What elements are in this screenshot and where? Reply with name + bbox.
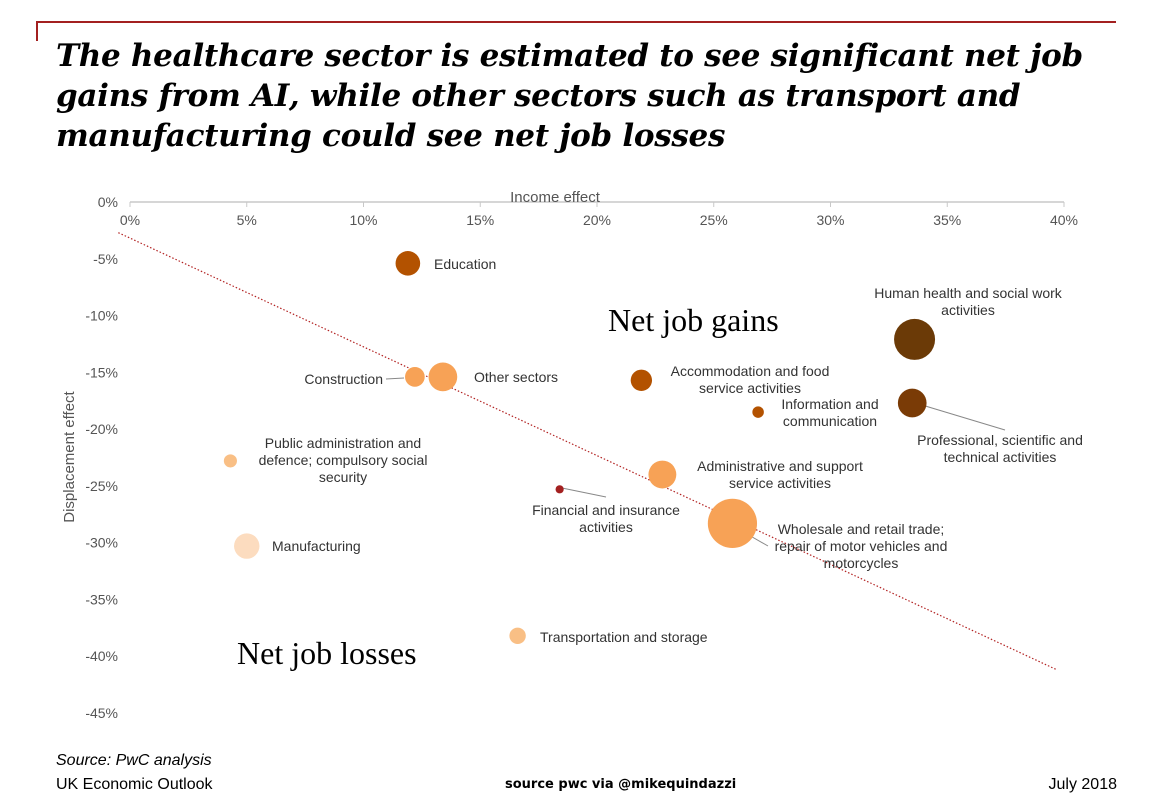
y-tick-label: -20% (85, 421, 118, 437)
point-wholesale-and-retail-trade-repair-of-motor-vehicles-and-motorcycles (707, 498, 758, 548)
point-label-information-and-communication: Information and communication (781, 396, 878, 429)
y-tick-label: -40% (85, 648, 118, 664)
x-tick-label: 40% (1050, 212, 1078, 228)
chart-title: The healthcare sector is estimated to se… (56, 38, 1083, 154)
x-tick-label: 30% (816, 212, 844, 228)
point-professional-scientific-and-technical-activities (897, 388, 927, 418)
point-construction (405, 367, 425, 387)
x-tick-label: 5% (237, 212, 257, 228)
point-education (395, 251, 421, 276)
x-tick-label: 20% (583, 212, 611, 228)
y-tick-label: -30% (85, 535, 118, 551)
top-rule-tick (36, 21, 38, 41)
y-tick-label: -25% (85, 478, 118, 494)
y-tick-label: -5% (93, 251, 118, 267)
point-label-wholesale-and-retail-trade-repair-of-motor-vehicles-and-motorcycles: Wholesale and retail trade; repair of mot… (775, 521, 948, 571)
leader-line-financial-and-insurance-activities (561, 487, 607, 498)
point-label-human-health-and-social-work-activities: Human health and social work activities (874, 285, 1063, 318)
x-tick-label: 0% (120, 212, 140, 228)
leader-line-construction (385, 377, 405, 380)
point-accommodation-and-food-service-activities (630, 369, 653, 391)
y-tick-label: -45% (85, 705, 118, 721)
point-transportation-and-storage (509, 627, 526, 644)
leader-line-professional-scientific-and-technical-activities (911, 401, 1006, 431)
point-label-accommodation-and-food-service-activities: Accommodation and food service activities (671, 363, 830, 396)
trend-line (118, 232, 1058, 671)
point-label-financial-and-insurance-activities: Financial and insurance activities (532, 502, 680, 535)
point-administrative-and-support-service-activities (648, 460, 677, 489)
point-other-sectors (428, 362, 458, 392)
top-rule (36, 21, 1116, 23)
region-label-losses: Net job losses (237, 635, 417, 671)
y-tick-label: -15% (85, 364, 118, 380)
source-note: Source: PwC analysis (56, 752, 212, 769)
x-axis-title: Income effect (510, 189, 601, 206)
point-label-manufacturing: Manufacturing (272, 538, 361, 554)
point-label-other-sectors: Other sectors (474, 369, 558, 385)
point-label-public-administration-and-defence-compulsory-social-security: Public administration and defence; compul… (259, 435, 428, 485)
x-tick-label: 15% (466, 212, 494, 228)
y-tick-label: -35% (85, 591, 118, 607)
point-label-construction: Construction (304, 371, 383, 387)
point-label-education: Education (434, 256, 496, 272)
point-label-administrative-and-support-service-activities: Administrative and support service activi… (697, 458, 863, 491)
publication-date: July 2018 (1048, 776, 1118, 793)
point-label-professional-scientific-and-technical-activities: Professional, scientific and technical ac… (917, 432, 1083, 465)
x-tick-label: 25% (700, 212, 728, 228)
region-label-gains: Net job gains (608, 302, 779, 338)
y-tick-label: 0% (98, 194, 118, 210)
point-financial-and-insurance-activities (555, 485, 564, 494)
x-tick-label: 35% (933, 212, 961, 228)
point-information-and-communication (752, 406, 764, 418)
point-public-administration-and-defence-compulsory-social-security (223, 454, 237, 468)
point-human-health-and-social-work-activities (894, 318, 936, 360)
y-tick-label: -10% (85, 308, 118, 324)
point-label-transportation-and-storage: Transportation and storage (540, 629, 708, 645)
y-axis-title: Displacement effect (61, 390, 78, 522)
publication-name: UK Economic Outlook (56, 776, 213, 793)
credit-line: source pwc via @mikequindazzi (505, 777, 737, 792)
point-manufacturing (234, 533, 260, 559)
x-tick-label: 10% (349, 212, 377, 228)
